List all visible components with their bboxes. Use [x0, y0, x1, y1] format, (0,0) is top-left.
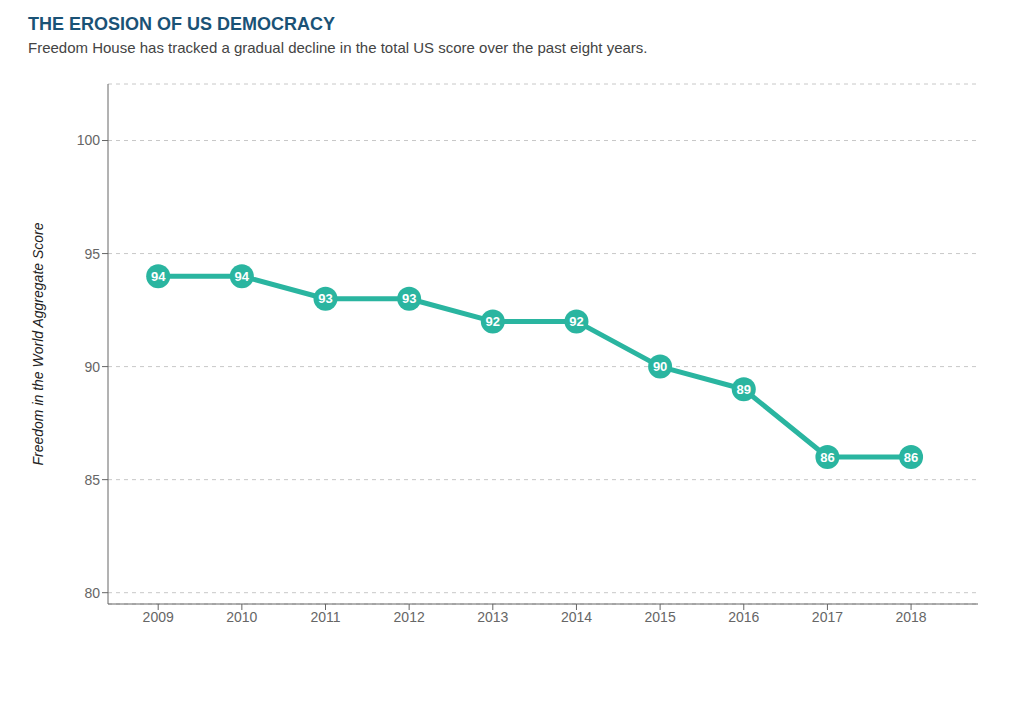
- svg-text:2018: 2018: [895, 609, 926, 625]
- svg-text:100: 100: [77, 132, 101, 148]
- svg-text:90: 90: [653, 359, 667, 374]
- svg-text:92: 92: [569, 314, 583, 329]
- svg-text:93: 93: [402, 291, 416, 306]
- svg-text:2013: 2013: [477, 609, 508, 625]
- svg-text:80: 80: [84, 585, 100, 601]
- svg-text:Freedom in the World Aggregate: Freedom in the World Aggregate Score: [30, 222, 46, 465]
- svg-text:2015: 2015: [645, 609, 676, 625]
- svg-text:2012: 2012: [394, 609, 425, 625]
- svg-text:94: 94: [151, 269, 166, 284]
- svg-text:86: 86: [820, 450, 834, 465]
- svg-text:85: 85: [84, 472, 100, 488]
- svg-text:2009: 2009: [143, 609, 174, 625]
- svg-text:95: 95: [84, 246, 100, 262]
- html-text:Freedom House has tracked a gr: Freedom House has tracked a gradual decl…: [28, 39, 648, 56]
- svg-text:2017: 2017: [812, 609, 843, 625]
- svg-text:94: 94: [235, 269, 250, 284]
- svg-text:2011: 2011: [310, 609, 340, 625]
- svg-text:90: 90: [84, 359, 100, 375]
- html-text:THE EROSION OF US DEMOCRACY: THE EROSION OF US DEMOCRACY: [28, 14, 335, 34]
- svg-text:93: 93: [318, 291, 332, 306]
- svg-text:2010: 2010: [226, 609, 257, 625]
- svg-text:86: 86: [904, 450, 918, 465]
- svg-text:2014: 2014: [561, 609, 592, 625]
- svg-text:92: 92: [486, 314, 500, 329]
- svg-text:2016: 2016: [728, 609, 759, 625]
- svg-text:89: 89: [737, 382, 751, 397]
